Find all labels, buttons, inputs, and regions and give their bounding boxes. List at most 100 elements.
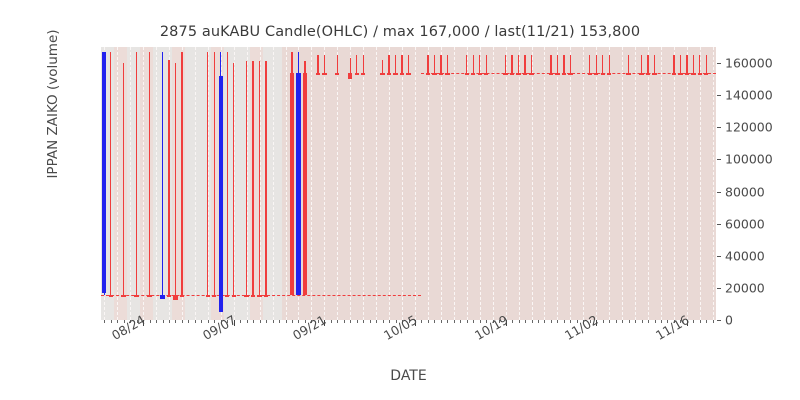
x-tick-major (233, 320, 235, 326)
candle-body (483, 73, 489, 76)
candle-wick (317, 55, 319, 73)
candle-body (231, 295, 236, 298)
candle-wick (479, 55, 481, 73)
candle-body (626, 73, 631, 76)
candle-body (102, 51, 107, 294)
candle-body (212, 295, 217, 298)
x-tick-minor (304, 320, 306, 323)
candle-wick (394, 55, 397, 73)
plot-area[interactable] (101, 47, 716, 320)
candle-wick (627, 55, 630, 73)
candle-body (257, 295, 262, 298)
candle-body (548, 73, 554, 76)
candle-body (147, 295, 152, 298)
x-tick-minor (156, 320, 158, 323)
x-tick-minor (214, 320, 216, 323)
x-tick-minor (330, 320, 332, 323)
candle-wick (699, 55, 701, 73)
candle-wick (207, 51, 209, 296)
candle-body (360, 73, 366, 76)
candle-wick (148, 51, 151, 296)
gridline-vertical (609, 47, 611, 320)
x-tick-minor (402, 320, 404, 323)
x-tick-minor (434, 320, 436, 323)
x-tick-minor (298, 320, 300, 323)
x-tick-minor (149, 320, 151, 323)
x-tick-minor (712, 320, 714, 323)
x-axis-label: DATE (390, 368, 427, 384)
candle-wick (608, 55, 610, 73)
x-tick-minor (246, 320, 248, 323)
candle-wick (472, 55, 474, 73)
x-tick-minor (673, 320, 675, 323)
candle-body (173, 295, 178, 300)
x-tick-minor (227, 320, 229, 323)
candle-wick (511, 55, 513, 73)
y-tick-mark (717, 320, 721, 321)
x-tick-minor (667, 320, 669, 323)
x-tick-minor (576, 320, 578, 323)
y-tick-mark (717, 223, 721, 225)
x-tick-minor (317, 320, 319, 323)
candle-wick (381, 59, 384, 73)
candle-body (425, 73, 431, 76)
candle-body (315, 73, 321, 76)
y-tick-label: 60000 (725, 216, 765, 232)
candle-body (684, 73, 690, 76)
gridline-vertical (660, 47, 662, 320)
y-tick-mark (717, 95, 721, 97)
candle-wick (388, 55, 390, 73)
y-tick-mark (717, 159, 721, 161)
candle-wick (440, 55, 442, 73)
x-tick-minor (660, 320, 662, 323)
x-tick-minor (395, 320, 397, 323)
x-tick-minor (130, 320, 132, 323)
candle-wick (686, 55, 688, 73)
x-tick-minor (486, 320, 488, 323)
gridline-vertical (324, 47, 326, 320)
candle-wick (602, 55, 604, 73)
candle-body (160, 295, 165, 300)
x-tick-minor (570, 320, 572, 323)
x-tick-minor (279, 320, 281, 323)
x-tick-minor (285, 320, 287, 323)
x-tick-minor (589, 320, 591, 323)
x-tick-minor (207, 320, 209, 323)
candle-body (477, 73, 482, 76)
candle-wick (161, 51, 164, 300)
x-tick-minor (104, 320, 106, 323)
x-tick-major (596, 320, 598, 326)
x-tick-minor (343, 320, 345, 323)
gridline-vertical (363, 47, 365, 320)
y-axis-label: IPPAN ZAIKO (volume) (45, 29, 61, 179)
x-tick-minor (563, 320, 565, 323)
candle-body (704, 73, 709, 76)
x-tick-minor (447, 320, 449, 323)
candle-wick (407, 55, 410, 73)
gridline-vertical (402, 47, 404, 320)
x-tick-minor (110, 320, 112, 323)
gridline-vertical (544, 47, 546, 320)
gridline-vertical (505, 47, 507, 320)
y-tick-mark (717, 191, 721, 193)
y-tick-label: 120000 (725, 119, 773, 135)
x-tick-major (505, 320, 507, 326)
candle-body (645, 73, 651, 76)
x-tick-minor (609, 320, 611, 323)
gridline-vertical (389, 47, 391, 320)
x-tick-minor (188, 320, 190, 323)
candle-wick (556, 55, 559, 73)
x-tick-minor (272, 320, 274, 323)
candle-wick (174, 63, 177, 300)
x-tick-minor (168, 320, 170, 323)
candle-wick (595, 55, 597, 73)
x-tick-minor (537, 320, 539, 323)
x-tick-minor (427, 320, 429, 323)
gridline-vertical (518, 47, 520, 320)
x-tick-minor (583, 320, 585, 323)
candle-body (516, 73, 521, 76)
candle-body (386, 73, 392, 76)
gridline-vertical (285, 47, 287, 320)
candle-body (406, 73, 411, 76)
